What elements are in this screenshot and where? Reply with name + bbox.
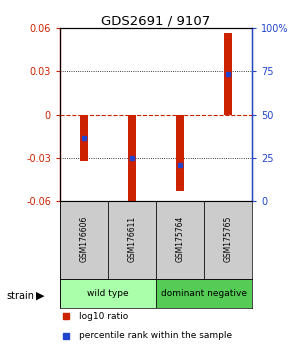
Bar [60, 201, 108, 279]
Bar [128, 115, 136, 204]
Text: ▶: ▶ [36, 291, 45, 301]
Text: wild type: wild type [87, 289, 129, 298]
Text: percentile rank within the sample: percentile rank within the sample [79, 331, 232, 341]
Bar [156, 279, 252, 308]
Text: GSM175764: GSM175764 [176, 216, 184, 262]
Bar [176, 115, 184, 191]
Bar [224, 33, 232, 115]
Bar [156, 201, 204, 279]
Text: strain: strain [6, 291, 34, 301]
Text: log10 ratio: log10 ratio [79, 312, 128, 321]
Text: GSM176611: GSM176611 [128, 216, 136, 262]
Text: dominant negative: dominant negative [161, 289, 247, 298]
Bar [108, 201, 156, 279]
Bar [204, 201, 252, 279]
Text: GSM175765: GSM175765 [224, 216, 232, 262]
Text: GSM176606: GSM176606 [80, 216, 88, 262]
Bar [80, 115, 88, 161]
Bar [60, 279, 156, 308]
Title: GDS2691 / 9107: GDS2691 / 9107 [101, 14, 211, 27]
